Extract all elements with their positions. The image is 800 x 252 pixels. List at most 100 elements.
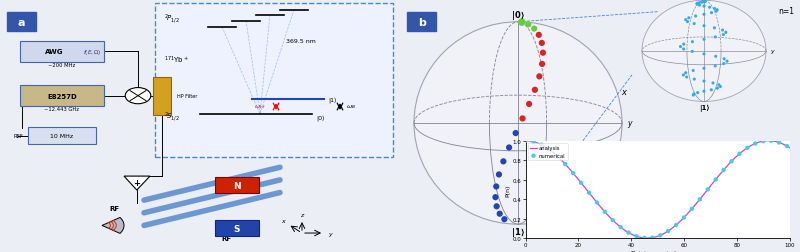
numerical	[582, 191, 595, 195]
numerical	[535, 143, 548, 147]
Text: |0⟩: |0⟩	[316, 115, 325, 121]
Point	[678, 48, 690, 52]
Point	[693, 4, 706, 8]
Text: RF: RF	[221, 235, 231, 241]
Point	[510, 132, 522, 136]
FancyBboxPatch shape	[29, 128, 96, 145]
Text: ~200 MHz: ~200 MHz	[48, 62, 76, 68]
numerical	[765, 139, 778, 143]
FancyBboxPatch shape	[407, 13, 436, 32]
Point	[698, 25, 710, 29]
Point	[698, 13, 710, 17]
numerical	[773, 141, 786, 145]
Point	[718, 57, 730, 61]
Point	[705, 12, 718, 16]
Text: E8257D: E8257D	[47, 93, 77, 99]
Text: |1⟩: |1⟩	[698, 104, 710, 111]
Point	[688, 78, 701, 82]
Text: +: +	[134, 178, 140, 187]
Point	[674, 45, 687, 49]
analysis	[698, 195, 707, 198]
Point	[532, 34, 545, 38]
Point	[686, 41, 699, 45]
Y-axis label: P(n): P(n)	[505, 183, 510, 196]
Point	[494, 212, 506, 216]
Point	[687, 94, 700, 98]
Point	[698, 80, 710, 84]
Point	[502, 146, 515, 150]
numerical	[574, 181, 587, 185]
analysis	[589, 197, 598, 200]
Text: |1⟩: |1⟩	[328, 97, 337, 103]
Text: z: z	[300, 212, 304, 217]
FancyBboxPatch shape	[21, 86, 104, 107]
Ellipse shape	[414, 23, 622, 224]
numerical	[741, 146, 754, 150]
Text: $^2\!S_{1/2}$: $^2\!S_{1/2}$	[164, 110, 180, 123]
numerical	[622, 231, 635, 235]
Point	[698, 67, 710, 71]
Point	[716, 29, 729, 33]
Text: HP Filter: HP Filter	[177, 94, 197, 99]
Point	[690, 15, 702, 19]
Point	[516, 117, 529, 121]
Point	[710, 9, 723, 13]
Text: 369.5 nm: 369.5 nm	[286, 39, 316, 44]
Point	[709, 65, 722, 69]
Text: x: x	[622, 87, 626, 97]
FancyBboxPatch shape	[153, 77, 171, 115]
X-axis label: Driving periods n: Driving periods n	[630, 250, 685, 252]
numerical	[519, 139, 532, 143]
Point	[528, 27, 541, 32]
Point	[691, 91, 704, 95]
FancyBboxPatch shape	[7, 13, 36, 32]
Text: ~12.443 GHz: ~12.443 GHz	[45, 107, 79, 112]
Point	[522, 23, 534, 27]
Point	[686, 69, 699, 73]
Point	[708, 27, 721, 31]
Point	[687, 92, 700, 97]
Point	[698, 90, 710, 94]
numerical	[733, 152, 746, 156]
Point	[693, 2, 706, 6]
Point	[698, 53, 710, 57]
numerical	[543, 148, 556, 152]
numerical	[718, 168, 730, 172]
Point	[706, 82, 719, 86]
Point	[719, 31, 732, 35]
Text: $\omega_B$: $\omega_B$	[346, 103, 356, 111]
FancyBboxPatch shape	[21, 42, 104, 63]
Text: b: b	[418, 17, 426, 27]
numerical	[710, 178, 722, 182]
Text: a: a	[18, 17, 26, 27]
analysis	[640, 237, 650, 240]
Text: $f(E,\Omega)$: $f(E,\Omega)$	[83, 48, 101, 57]
Text: y: y	[627, 119, 631, 128]
numerical	[614, 225, 627, 229]
Legend: analysis, numerical: analysis, numerical	[528, 144, 567, 161]
Point	[721, 60, 734, 64]
Text: $\omega_{\rm hf}$: $\omega_{\rm hf}$	[254, 103, 266, 111]
Point	[497, 160, 510, 164]
FancyBboxPatch shape	[398, 0, 800, 252]
Text: RF: RF	[109, 205, 119, 211]
Text: |0⟩: |0⟩	[512, 11, 524, 20]
Point	[680, 76, 693, 80]
numerical	[749, 142, 762, 146]
Point	[709, 36, 722, 40]
Point	[690, 3, 703, 7]
Point	[698, 1, 710, 5]
Text: x: x	[282, 218, 285, 223]
Circle shape	[125, 88, 151, 104]
Point	[698, 38, 710, 42]
Text: 10 MHz: 10 MHz	[50, 134, 74, 139]
Point	[682, 17, 695, 21]
Text: AWG: AWG	[45, 49, 63, 55]
analysis	[521, 140, 530, 143]
Text: N: N	[233, 181, 241, 190]
Point	[710, 55, 722, 59]
numerical	[558, 162, 571, 166]
Point	[515, 21, 528, 25]
Point	[490, 204, 503, 208]
Point	[681, 20, 694, 24]
